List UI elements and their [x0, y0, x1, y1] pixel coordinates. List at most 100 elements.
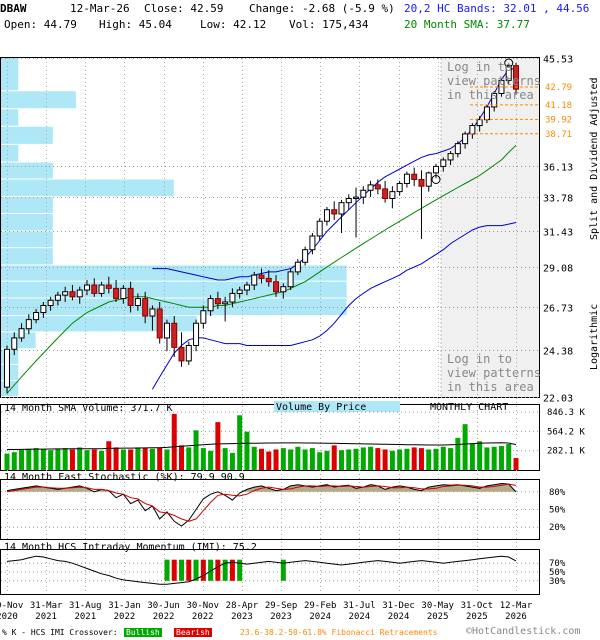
volume-bar — [513, 458, 519, 470]
volume-bar — [229, 452, 235, 470]
candle-body — [69, 291, 76, 298]
imi-title: 14 Month HCS Intraday Momentum (IMI): 75… — [4, 542, 257, 553]
candle-body — [323, 209, 330, 222]
volume-by-price-bar — [1, 197, 53, 213]
low-value: Low: 42.12 — [200, 18, 267, 31]
candle-body — [105, 284, 112, 289]
sma-value: 20 Month SMA: 37.77 — [404, 18, 530, 31]
crossover-bar — [200, 559, 206, 581]
volume-by-price-bar — [1, 144, 19, 162]
price-tick-label: 26.73 — [543, 304, 573, 315]
candle-body — [403, 173, 410, 184]
candle-body — [142, 298, 149, 317]
crossover-bar — [229, 559, 235, 581]
candle-body — [294, 261, 301, 273]
candle-body — [374, 184, 381, 190]
candle-body — [411, 173, 418, 180]
candle-body — [33, 311, 40, 321]
x-tick-label-year: 2020 — [0, 612, 18, 622]
candle-body — [62, 291, 69, 296]
crossover-bar — [208, 559, 214, 581]
candle-body — [476, 119, 483, 127]
volume-by-price-bar — [1, 281, 347, 298]
volume-bar — [208, 450, 214, 470]
candle-body — [331, 209, 338, 215]
candle-body — [265, 277, 272, 283]
login-text-bottom: in this area — [447, 380, 534, 394]
x-tick-label-year: 2025 — [466, 612, 488, 622]
volume-bar — [4, 453, 10, 470]
high-value: High: 45.04 — [99, 18, 172, 31]
x-tick-label: 31-Dec — [382, 601, 415, 611]
price-tick-label: 22.03 — [543, 394, 573, 405]
volume-by-price-bar — [1, 126, 53, 144]
bullish-badge: Bullish — [124, 628, 162, 637]
volume-bar — [11, 452, 17, 470]
high-marker — [504, 58, 514, 68]
volume-bar — [331, 445, 337, 470]
fib-level-label: 42.79 — [545, 83, 572, 93]
volume-by-price-bar — [1, 109, 19, 126]
candle-body — [491, 92, 498, 108]
crossover-bar — [237, 559, 243, 581]
candle-body — [222, 301, 229, 305]
volume-by-price-bar — [1, 91, 76, 109]
volume-bar — [77, 447, 83, 470]
stoch-k-line — [6, 482, 517, 527]
volume-bar — [33, 448, 39, 470]
volume-bar — [309, 448, 315, 470]
volume-bar — [113, 447, 119, 470]
volume-bar — [26, 448, 32, 470]
volume-bar — [477, 441, 483, 470]
candle-body — [389, 191, 396, 199]
volume-bar — [135, 447, 141, 470]
crossover-bar — [179, 559, 185, 581]
login-text-bottom: Log in to — [447, 352, 512, 366]
volume-bar — [302, 449, 308, 470]
candle-body — [396, 182, 403, 193]
candle-body — [127, 287, 134, 306]
volume-bar — [382, 449, 388, 470]
candle-body — [134, 298, 141, 306]
volume-bar — [120, 449, 126, 470]
volume-tick-label: 282.1 K — [547, 447, 586, 457]
x-tick-label-year: 2024 — [349, 612, 371, 622]
volume-bar — [200, 448, 206, 470]
volume-by-price-bar — [1, 58, 19, 91]
candle-body — [149, 308, 156, 317]
volume-bar — [244, 431, 250, 470]
volume-bar — [418, 448, 424, 470]
volume-bar — [142, 448, 148, 470]
momentum-panel-frame — [0, 549, 540, 595]
volume-sma-line — [7, 442, 517, 450]
candle-body — [229, 292, 236, 303]
x-tick-label-year: 2023 — [231, 612, 253, 622]
volume-bar — [462, 424, 468, 470]
candle-body — [113, 287, 120, 300]
candle-body — [258, 274, 265, 279]
volume-bar — [469, 444, 475, 470]
imi-tick-label: 70% — [549, 559, 566, 569]
volume-bar — [19, 449, 25, 470]
change-value: Change: -2.68 (-5.9 %) — [249, 2, 395, 15]
candle-body — [447, 153, 454, 161]
candle-body — [462, 133, 469, 145]
volume-bar — [440, 446, 446, 470]
volume-value: Vol: 175,434 — [289, 18, 369, 31]
x-tick-label: 29-Sep — [265, 601, 298, 611]
candle-body — [513, 65, 519, 90]
price-tick-label: 36.13 — [543, 163, 573, 174]
pattern-area — [441, 58, 539, 397]
candle-body — [156, 308, 163, 339]
candle-body — [120, 287, 127, 300]
volume-panel-frame — [0, 404, 540, 471]
x-tick-label: 30-Nov — [0, 601, 23, 611]
candle-body — [207, 298, 214, 312]
crossover-bar — [171, 559, 177, 581]
candle-body — [171, 322, 178, 348]
volume-by-price-bar — [1, 213, 53, 231]
volume-bar — [375, 448, 381, 470]
bearish-badge: Bearish — [174, 628, 212, 637]
imi-tick-label: 50% — [549, 568, 566, 578]
sma20-line — [6, 144, 517, 394]
